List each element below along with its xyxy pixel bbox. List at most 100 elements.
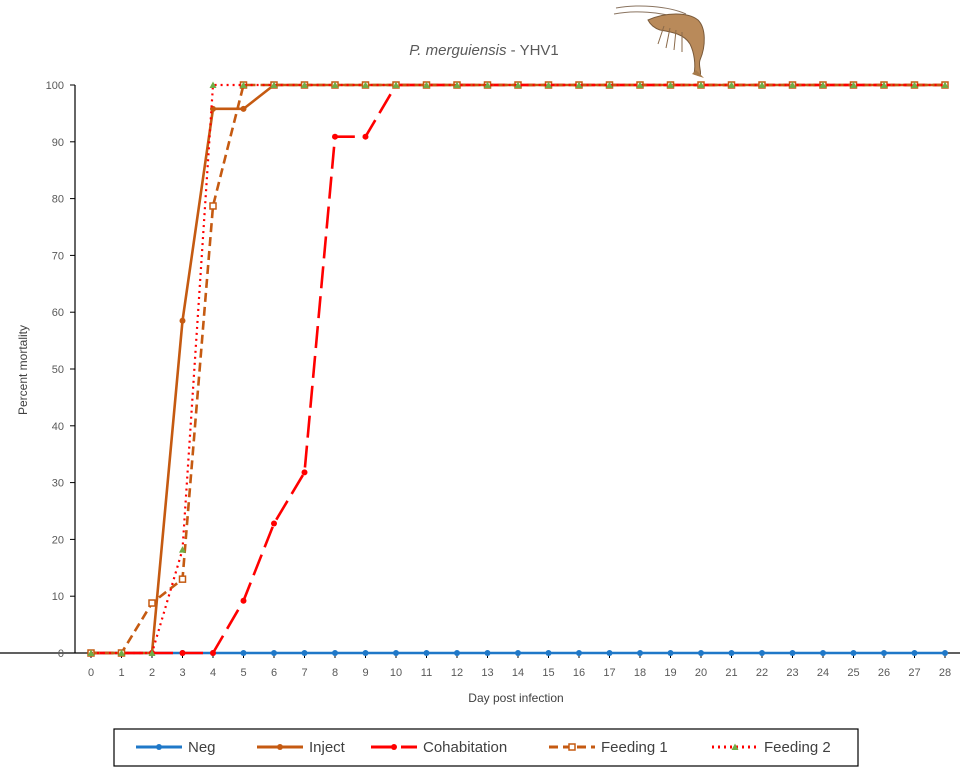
y-tick-label: 10 [52, 591, 64, 603]
data-point [880, 81, 888, 88]
legend-label: Feeding 2 [764, 739, 831, 756]
data-point [575, 81, 583, 88]
legend-label: Cohabitation [423, 739, 507, 756]
data-point [514, 81, 522, 88]
series-line [91, 83, 945, 655]
data-point [270, 81, 278, 88]
data-point [209, 202, 217, 210]
data-point [331, 81, 339, 88]
data-point [758, 81, 766, 88]
data-point [820, 650, 826, 656]
x-tick-label: 1 [118, 667, 124, 679]
legend-label: Feeding 1 [601, 739, 668, 756]
data-point [728, 650, 735, 656]
x-tick-label: 7 [301, 667, 307, 679]
x-tick-label: 11 [421, 667, 432, 679]
legend-item: Cohabitation [371, 739, 507, 756]
series-line [91, 83, 945, 655]
data-point [362, 81, 369, 88]
legend-item: Feeding 1 [549, 739, 668, 756]
y-tick-label: 100 [46, 80, 64, 92]
data-point [87, 649, 95, 656]
x-tick-label: 28 [939, 667, 951, 679]
data-point [698, 650, 704, 656]
data-point [392, 81, 400, 88]
data-point [515, 650, 521, 656]
data-point [850, 81, 857, 88]
data-point [423, 650, 430, 656]
data-point [789, 81, 796, 88]
series-layer [87, 81, 949, 657]
data-point [545, 81, 552, 88]
data-point [453, 81, 461, 88]
data-point [301, 81, 308, 88]
chart-title: P. merguiensis - YHV1 [409, 42, 559, 59]
legend-item: Neg [136, 739, 216, 756]
data-point [942, 650, 948, 656]
x-tick-label: 20 [695, 667, 707, 679]
chart-title-virus: - YHV1 [507, 42, 559, 59]
x-tick-label: 25 [847, 667, 859, 679]
x-tick-label: 6 [271, 667, 277, 679]
data-point [271, 520, 277, 527]
x-tick-label: 12 [451, 667, 463, 679]
legend-item: Feeding 2 [712, 739, 831, 756]
x-axis-label: Day post infection [468, 691, 563, 705]
x-tick-label: 3 [179, 667, 185, 679]
data-point [209, 81, 217, 88]
data-point [545, 650, 552, 656]
x-tick-label: 5 [240, 667, 246, 679]
chart-title-species: P. merguiensis [409, 42, 507, 59]
data-point [178, 575, 187, 583]
data-point [819, 81, 827, 88]
data-point [393, 650, 399, 656]
series-line [91, 83, 945, 655]
data-point [850, 650, 857, 656]
data-point [484, 81, 491, 88]
y-tick-label: 80 [52, 194, 64, 206]
x-tick-label: 9 [362, 667, 368, 679]
y-tick-label: 60 [52, 307, 64, 319]
y-axis-label: Percent mortality [16, 325, 30, 415]
x-tick-label: 13 [481, 667, 493, 679]
data-point [301, 650, 308, 656]
y-tick-label: 0 [58, 648, 64, 660]
data-point [606, 650, 613, 656]
data-point [697, 81, 705, 88]
legend: Neg Inject Cohabitation Feeding 1 Feeding 2 [113, 728, 859, 767]
series-line [91, 83, 945, 655]
x-tick-label: 10 [390, 667, 402, 679]
x-tick-label: 26 [878, 667, 890, 679]
data-point [911, 650, 918, 656]
shrimp-icon [613, 5, 705, 78]
x-tick-label: 16 [573, 667, 585, 679]
data-point [240, 81, 247, 88]
series-cohabitation [88, 82, 948, 656]
data-point [667, 650, 674, 656]
data-point [240, 597, 247, 604]
data-point [423, 81, 430, 88]
data-point [332, 133, 338, 140]
data-point [667, 81, 674, 88]
y-tick-label: 50 [52, 364, 64, 376]
y-tick-label: 40 [52, 421, 64, 433]
data-point [179, 650, 186, 656]
legend-swatch-marker [277, 744, 283, 750]
data-point [362, 133, 369, 140]
data-point [881, 650, 887, 656]
data-point [728, 81, 735, 88]
legend-item: Inject [257, 739, 346, 756]
data-point [148, 649, 156, 656]
data-point [210, 105, 216, 112]
legend-swatch-marker [156, 744, 162, 750]
data-point [941, 81, 949, 88]
x-tick-label: 23 [786, 667, 798, 679]
x-tick-label: 2 [149, 667, 155, 679]
series-feeding-1 [87, 81, 949, 657]
series-feeding-2 [87, 81, 949, 656]
data-point [240, 105, 247, 112]
data-point [911, 81, 918, 88]
y-tick-label: 20 [52, 534, 64, 546]
